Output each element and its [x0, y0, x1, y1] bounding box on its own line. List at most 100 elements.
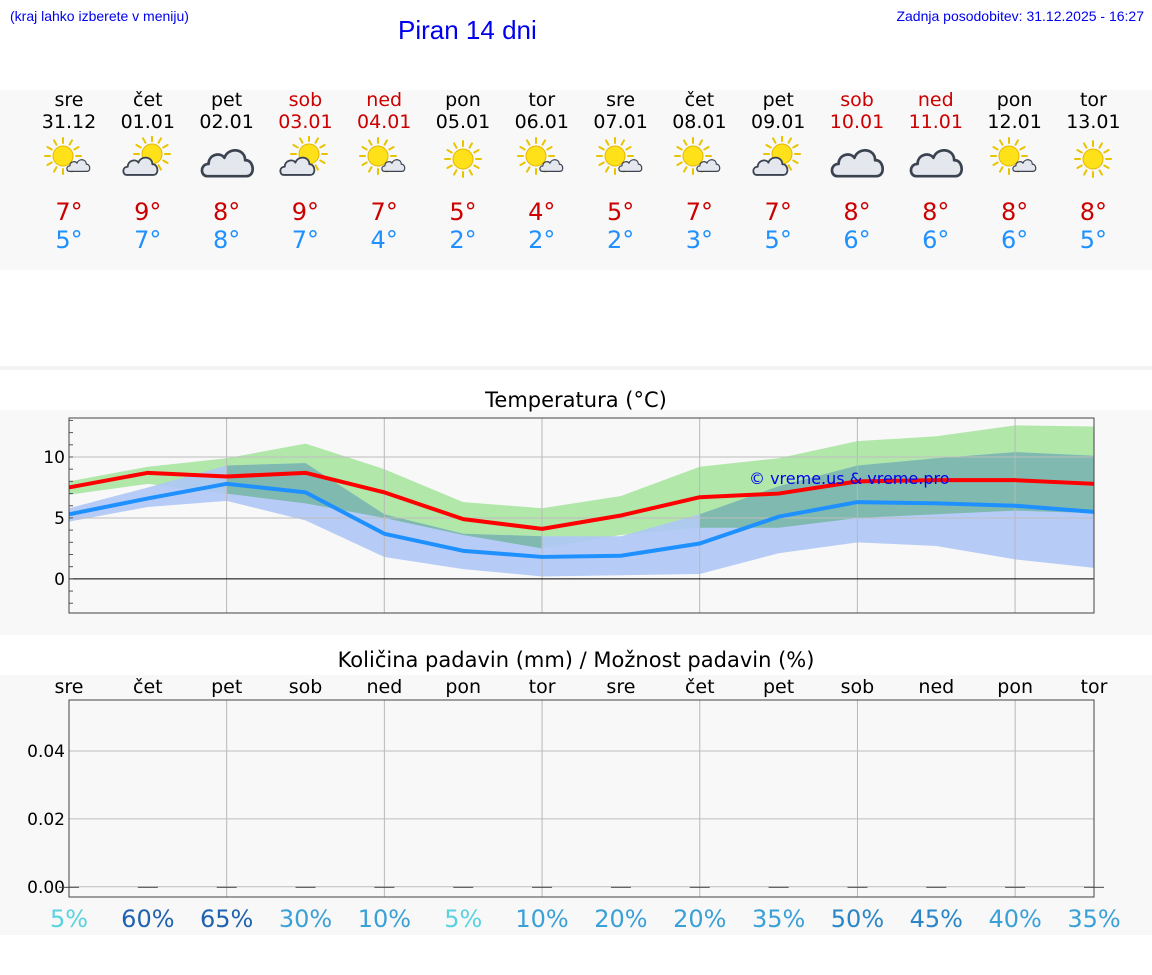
min-point	[620, 555, 622, 557]
precip-probability-label: 30%	[279, 905, 332, 933]
x-category-label: čet	[685, 676, 715, 698]
day-max-temp: 8°	[843, 198, 871, 226]
precip-probability-label: 35%	[1067, 905, 1120, 933]
precip-bar	[137, 886, 158, 888]
max-point	[935, 479, 937, 481]
day-min-temp: 3°	[685, 226, 714, 254]
precip-bar	[453, 886, 474, 888]
day-max-temp: 9°	[291, 198, 320, 226]
y-tick-label: 0.00	[27, 878, 65, 898]
band-overlap	[699, 452, 1094, 528]
precip-bar	[610, 886, 631, 888]
day-max-temp: 4°	[528, 198, 556, 226]
day-date: 04.01	[356, 111, 412, 133]
plot-frame	[68, 417, 1095, 614]
max-point	[147, 472, 149, 474]
day-date: 01.01	[120, 111, 175, 133]
day-weekday: sre	[606, 89, 636, 111]
divider	[0, 366, 1152, 370]
day-max-temp: 5°	[449, 198, 477, 226]
plot-frame	[68, 699, 1095, 898]
day-min-temp: 2°	[606, 226, 635, 254]
day-date: 09.01	[750, 111, 806, 133]
day-min-temp: 6°	[843, 226, 871, 254]
day-max-temp: 5°	[606, 198, 635, 226]
precip-bar	[532, 886, 553, 888]
temperature-chart: 0 5 10 © vreme.us & vreme.pro	[43, 417, 1095, 614]
precip-bar	[216, 886, 237, 888]
precipitation-chart-title: Količina padavin (mm) / Možnost padavin …	[337, 648, 815, 672]
max-point	[541, 528, 543, 530]
day-date: 07.01	[593, 111, 648, 133]
day-date: 10.01	[829, 111, 885, 133]
min-point	[541, 556, 543, 558]
precip-probability-label: 65%	[200, 905, 253, 933]
day-date: 05.01	[435, 111, 491, 133]
cloud-sun-icon	[752, 136, 802, 176]
temperature-chart-title: Temperatura (°C)	[485, 388, 667, 412]
location-menu-note: (kraj lahko izberete v meniju)	[10, 8, 189, 24]
day-weekday: čet	[684, 89, 715, 111]
day-min-temp: 5°	[1079, 226, 1108, 254]
day-weekday: ned	[917, 89, 954, 111]
sun-small-cloud-icon	[44, 137, 91, 175]
x-category-label: ned	[918, 676, 954, 698]
x-category-label: tor	[529, 676, 556, 698]
overcast-icon	[200, 149, 254, 178]
max-point	[699, 496, 701, 498]
cloud-sun-icon	[122, 136, 171, 176]
min-point	[856, 501, 858, 503]
min-point	[778, 516, 780, 518]
day-min-temp: 5°	[55, 226, 83, 254]
day-min-temp: 7°	[291, 226, 320, 254]
day-weekday: sre	[54, 89, 84, 111]
day-weekday: pet	[762, 89, 794, 111]
day-weekday: čet	[133, 89, 163, 111]
day-max-temp: 7°	[685, 198, 714, 226]
day-weekday: pet	[210, 89, 243, 111]
cloud-sun-icon	[279, 136, 329, 176]
precip-bar	[374, 886, 395, 888]
y-tick-label: 0	[54, 570, 65, 590]
day-date: 08.01	[672, 111, 727, 133]
max-temp-line	[68, 470, 1095, 531]
sun-icon	[444, 140, 482, 178]
day-min-temp: 6°	[1000, 226, 1029, 254]
precip-bar	[926, 886, 947, 888]
max-point	[778, 493, 780, 495]
day-min-temp: 2°	[528, 226, 556, 254]
max-point	[305, 472, 307, 474]
precip-bar	[768, 886, 789, 888]
day-weekday: tor	[1079, 89, 1107, 111]
sun-icon	[1074, 140, 1113, 178]
max-point	[856, 480, 858, 482]
day-max-temp: 7°	[55, 198, 83, 226]
precip-probability-label: 35%	[752, 905, 805, 933]
page-title: Piran 14 dni	[398, 15, 537, 45]
precip-probability-label: 50%	[831, 905, 884, 933]
min-point	[226, 483, 228, 485]
x-category-label: ned	[366, 676, 402, 698]
min-point	[1014, 505, 1016, 507]
overcast-icon	[830, 149, 884, 178]
precip-probability-label: 10%	[358, 905, 411, 933]
precip-bar	[295, 886, 316, 888]
x-category-label: sob	[841, 676, 875, 698]
day-min-temp: 5°	[764, 226, 792, 254]
day-date: 02.01	[199, 111, 254, 133]
forecast-band	[0, 90, 1152, 270]
sun-small-cloud-icon	[595, 137, 642, 175]
day-date: 13.01	[1066, 111, 1121, 133]
day-min-temp: 7°	[134, 226, 162, 254]
day-weekday: ned	[366, 89, 403, 111]
day-weekday: pon	[996, 89, 1033, 111]
day-date: 12.01	[987, 111, 1042, 133]
x-category-label: sob	[289, 676, 323, 698]
band-overlap	[226, 463, 543, 549]
max-point	[226, 476, 228, 477]
x-category-label: pon	[445, 676, 481, 698]
x-category-label: tor	[1081, 676, 1108, 698]
sun-small-cloud-icon	[674, 137, 721, 175]
precip-probability-label: 10%	[515, 905, 568, 933]
